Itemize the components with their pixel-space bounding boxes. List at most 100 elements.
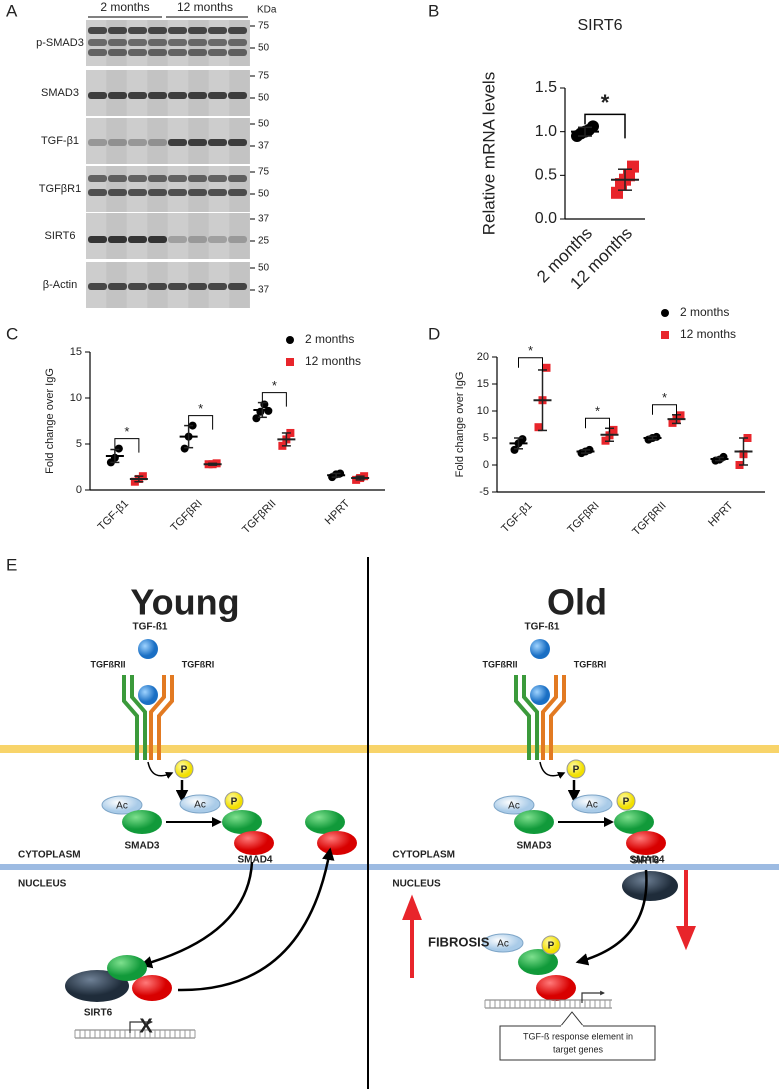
blot-band [108, 92, 127, 99]
blot-band [168, 39, 187, 46]
blot-noise [86, 118, 106, 164]
blot-band [168, 189, 187, 196]
x-tick-label: TGFβRI [169, 498, 205, 534]
significance-bracket [114, 438, 140, 453]
compartment-label: NUCLEUS [18, 879, 67, 890]
marker-label: 50 [258, 43, 270, 54]
smad3 [518, 949, 558, 975]
significance: * [595, 404, 600, 419]
marker-label: 25 [258, 236, 270, 247]
blot-band [168, 92, 187, 99]
y-tick-label: 15 [70, 346, 82, 358]
phospho-label: P [548, 941, 555, 952]
legend-marker [661, 331, 669, 339]
blot-band [88, 39, 107, 46]
smad4 [536, 975, 576, 1001]
blot-band [88, 27, 107, 34]
point [518, 435, 527, 444]
ligand-label: TGF-ß1 [525, 622, 560, 633]
point [114, 444, 123, 453]
smad3-label: SMAD3 [124, 841, 159, 852]
ligand [138, 639, 158, 659]
blot-band [148, 27, 167, 34]
blot-band [108, 139, 127, 146]
marker-label: 50 [258, 119, 270, 130]
ligand [138, 685, 158, 705]
significance: * [198, 401, 203, 416]
panel-label: A [6, 1, 18, 20]
phospho-label: P [623, 797, 630, 808]
phospho [566, 759, 586, 779]
blot-band [208, 49, 227, 56]
blot-band [148, 175, 167, 182]
panel-label: B [428, 1, 439, 20]
y-tick-label: -5 [479, 486, 489, 498]
significance-bracket [188, 415, 214, 430]
phospho-label: P [573, 765, 580, 776]
blot-band [208, 189, 227, 196]
blot-band [148, 92, 167, 99]
x-tick-label: TGFβRI [565, 500, 601, 536]
transcription-arrow [129, 1019, 153, 1033]
marker-label: 37 [258, 141, 270, 152]
blot-band [148, 189, 167, 196]
significance-bracket [518, 357, 543, 372]
acetyl-label: Ac [586, 800, 598, 811]
blot-band [108, 175, 127, 182]
point [609, 425, 618, 434]
blot-band [108, 283, 127, 290]
blot-band [188, 39, 207, 46]
blot-band [228, 283, 247, 290]
blot-band [148, 139, 167, 146]
blot-band [128, 175, 147, 182]
y-tick-label: 5 [483, 432, 489, 444]
condition-title: Old [547, 582, 607, 623]
increase-arrow [402, 894, 422, 978]
smad3 [107, 955, 147, 981]
significance: * [124, 424, 129, 439]
acetyl-label: Ac [497, 939, 509, 950]
marker-label: 50 [258, 263, 270, 274]
phospho [616, 791, 636, 811]
blot-band [88, 283, 107, 290]
marker-label: 50 [258, 93, 270, 104]
significance: * [601, 90, 610, 115]
blot-row-label: SMAD3 [41, 87, 79, 99]
blot-band [208, 92, 227, 99]
blot-row-label: β-Actin [43, 279, 77, 291]
ligand [530, 685, 550, 705]
blot-band [108, 39, 127, 46]
x-tick-label: HPRT [323, 497, 353, 527]
blot-band [228, 175, 247, 182]
smad3 [514, 810, 554, 834]
phospho [224, 791, 244, 811]
legend-marker [661, 309, 669, 317]
ligand-label: TGF-ß1 [133, 622, 168, 633]
compartment-label: CYTOPLASM [392, 850, 455, 861]
marker-label: 37 [258, 214, 270, 225]
blot-band [228, 92, 247, 99]
point [534, 423, 543, 432]
blot-band [188, 189, 207, 196]
significance-bracket [261, 392, 287, 407]
acetyl [179, 794, 221, 814]
condition-title: Young [130, 582, 239, 623]
y-tick-label: 1.5 [535, 79, 557, 96]
ligand [530, 639, 550, 659]
blot-band [148, 236, 167, 243]
blot-band [128, 49, 147, 56]
blot-band [188, 49, 207, 56]
legend-label: 12 months [305, 354, 361, 368]
blot-band [188, 236, 207, 243]
point [627, 160, 639, 173]
acetyl [482, 933, 524, 953]
receptor-label: TGFßRII [483, 659, 518, 669]
x-tick-label: TGF-β1 [96, 498, 131, 533]
y-tick-label: 15 [477, 378, 489, 390]
y-axis-label: Fold change over IgG [44, 368, 56, 474]
blot-band [228, 189, 247, 196]
y-tick-label: 0 [483, 459, 489, 471]
significance: * [528, 343, 533, 358]
x-tick-label: TGF-β1 [499, 500, 534, 535]
blot-band [168, 49, 187, 56]
